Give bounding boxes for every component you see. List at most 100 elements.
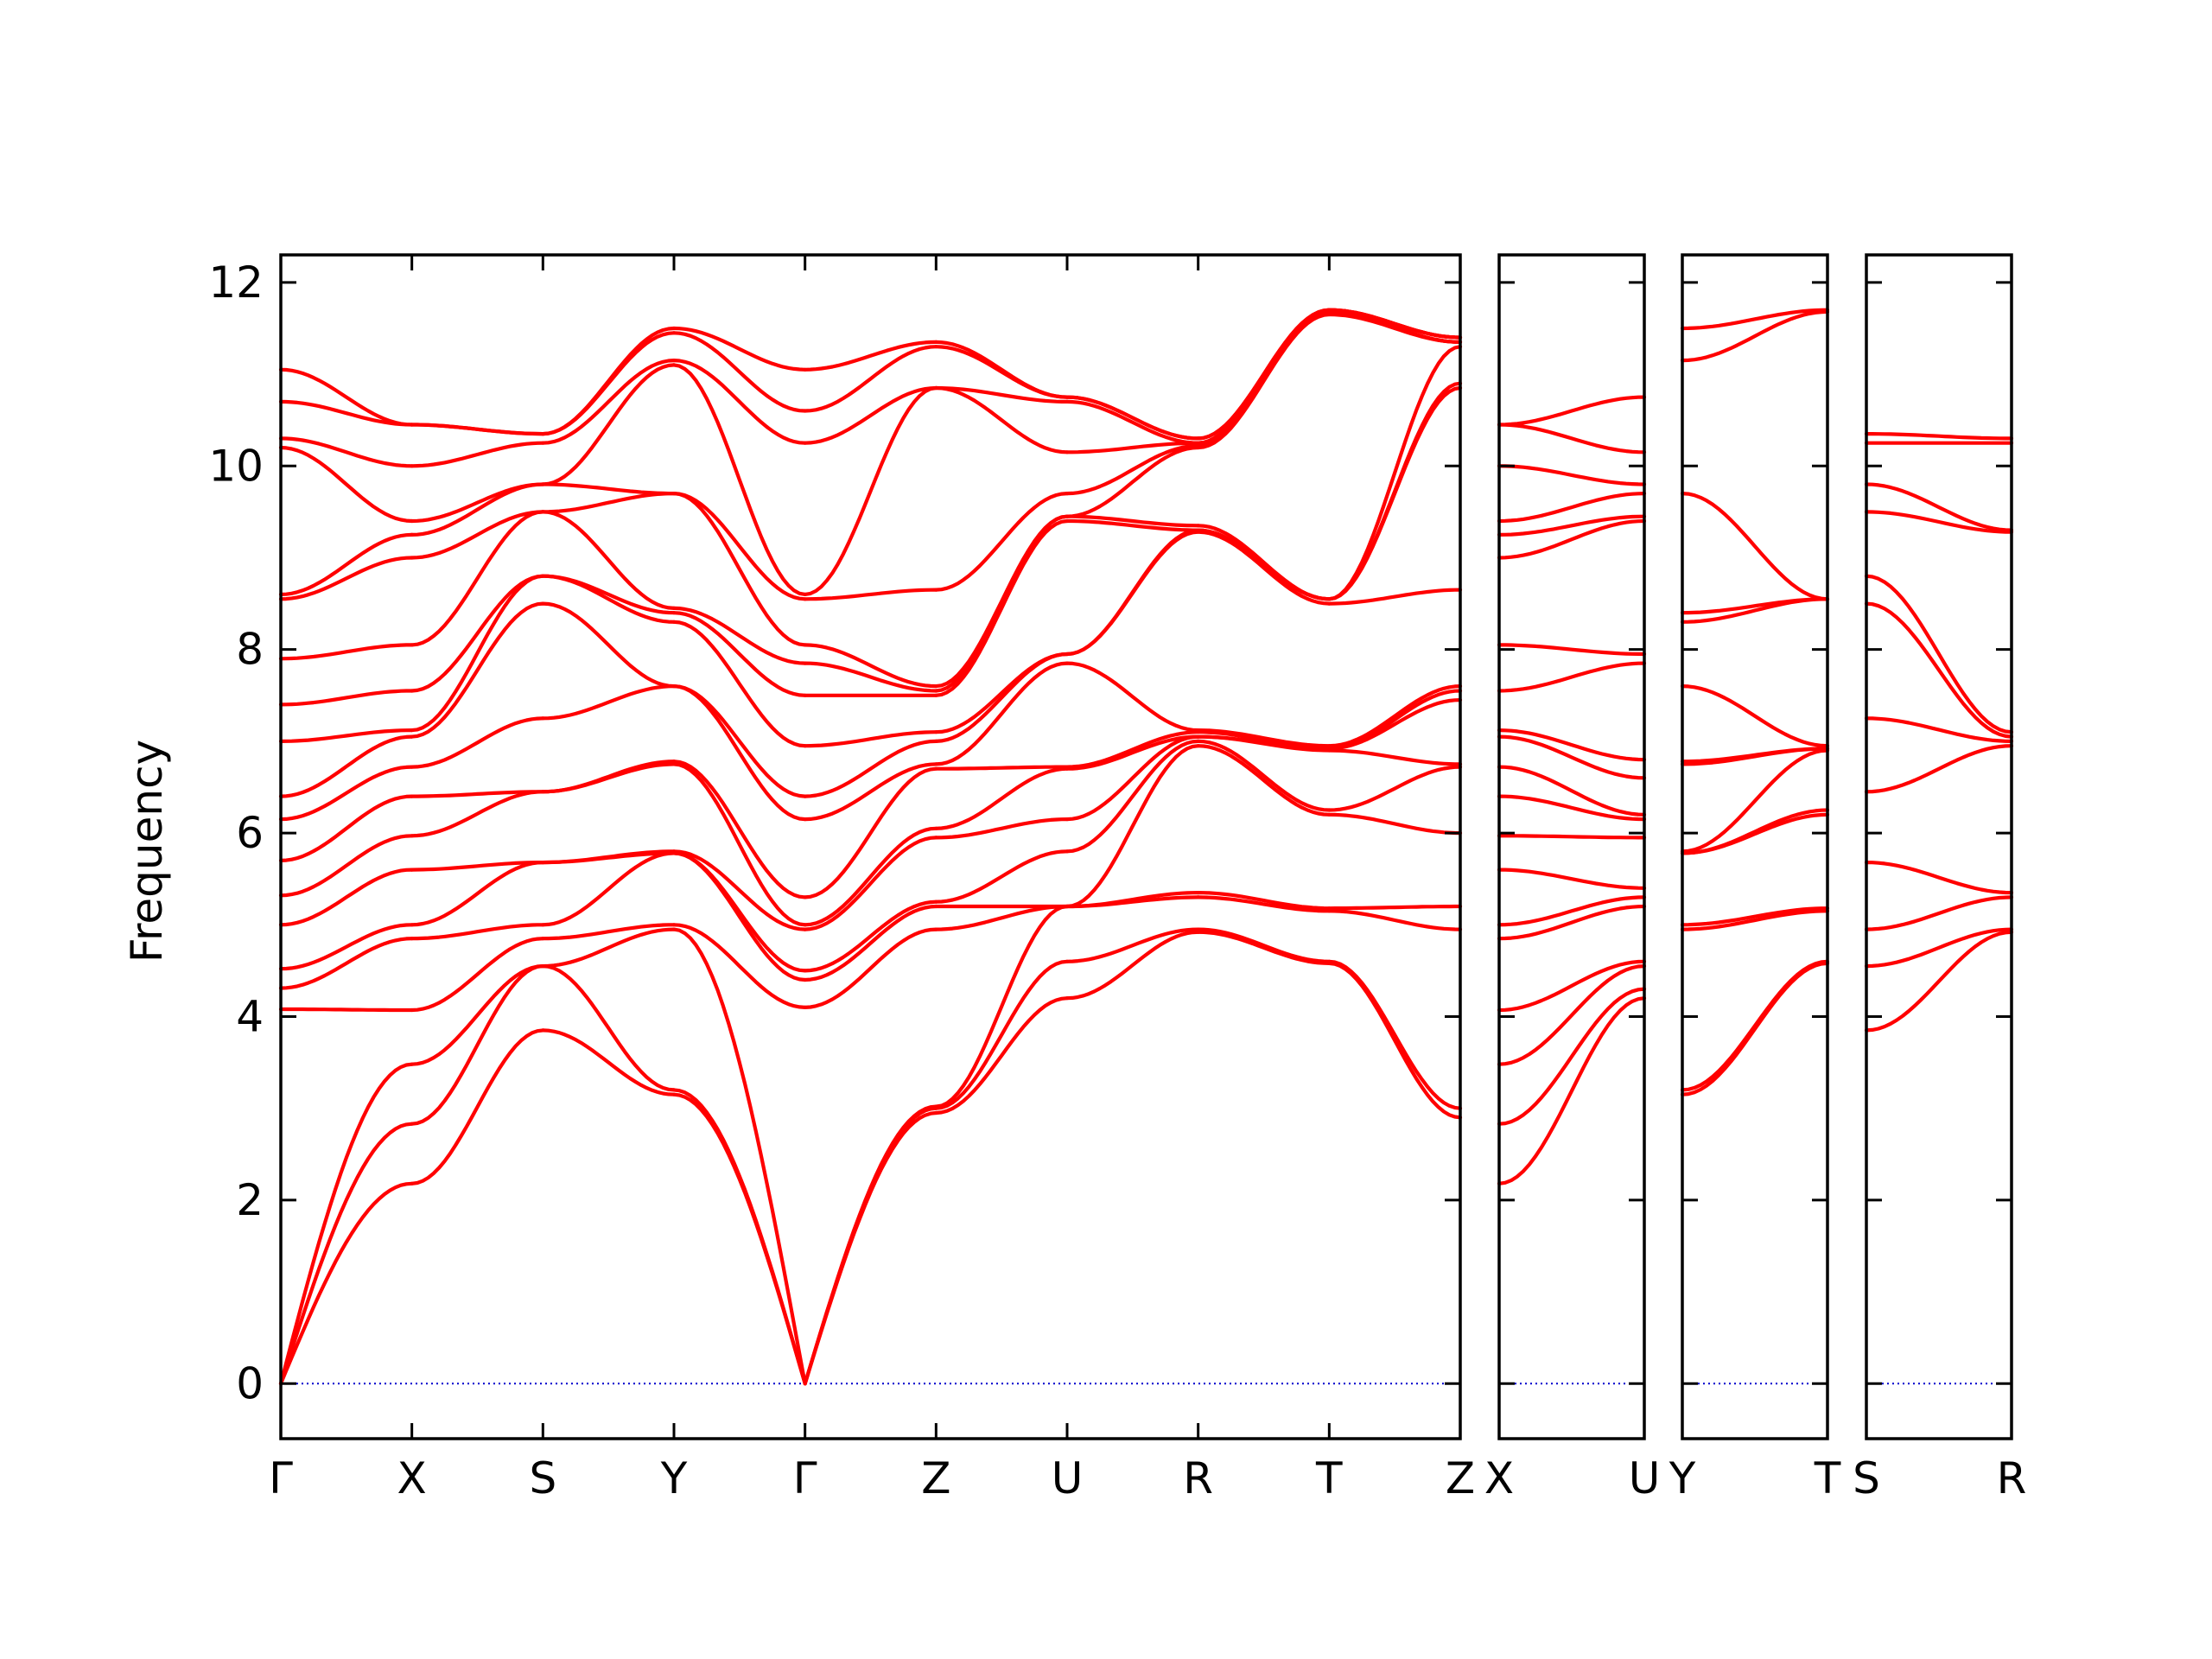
band-line [803, 899, 938, 973]
band-line [1864, 432, 2014, 441]
band-line [1065, 518, 1200, 532]
band-line [1680, 748, 1830, 854]
band-line [410, 601, 545, 739]
x-tick-label: R [1183, 1453, 1213, 1503]
x-tick-label: S [529, 1453, 556, 1503]
band-line [803, 1106, 938, 1386]
band-line [671, 363, 807, 596]
band-line [1864, 895, 2014, 931]
band-line [671, 606, 807, 665]
y-axis-label: Frequency [122, 740, 172, 963]
band-line [1196, 730, 1332, 751]
y-tick-label: 8 [236, 625, 264, 675]
band-line [541, 492, 677, 514]
x-tick-label: Γ [269, 1453, 293, 1503]
band-line [934, 765, 1070, 771]
band-line [671, 611, 807, 697]
band-line [934, 849, 1070, 904]
band-line [1864, 510, 2014, 534]
band-line [541, 574, 677, 624]
band-line [1864, 744, 2014, 794]
panel-frame [1681, 253, 1829, 1440]
band-line [934, 661, 1070, 766]
band-line [803, 904, 938, 982]
band-line [803, 385, 938, 596]
band-line [1680, 747, 1830, 764]
band-line [278, 868, 414, 927]
band-line [1196, 927, 1332, 963]
y-tick-label: 0 [236, 1358, 264, 1408]
band-line [1065, 395, 1200, 441]
band-line [410, 423, 545, 436]
band-line [1864, 482, 2014, 532]
band-line [934, 514, 1070, 689]
band-line [410, 510, 545, 560]
band-line [541, 482, 677, 496]
band-line [1327, 345, 1463, 601]
band-line [671, 1088, 807, 1386]
band-line [1327, 684, 1463, 748]
band-line [278, 834, 414, 898]
x-tick-label: U [1052, 1453, 1084, 1503]
band-line [1065, 927, 1200, 963]
band-line [278, 689, 414, 707]
band-line [1680, 909, 1830, 931]
band-line [803, 836, 938, 931]
band-line [1497, 959, 1647, 1013]
band-line [541, 851, 677, 927]
band-line [803, 730, 938, 748]
band-line [1327, 588, 1463, 606]
band-line [541, 760, 677, 794]
band-line [410, 574, 545, 733]
band-line [1065, 930, 1200, 1001]
band-line [803, 762, 938, 822]
band-line [541, 574, 677, 615]
band-line [803, 826, 938, 927]
band-line [541, 927, 677, 969]
band-line [410, 574, 545, 693]
band-line [671, 851, 807, 973]
band-line [541, 1028, 677, 1096]
x-tick-label: Y [660, 1453, 688, 1503]
band-line [1680, 808, 1830, 855]
band-line [671, 684, 807, 798]
band-line [1196, 744, 1332, 817]
band-line [803, 766, 938, 899]
band-line [1497, 395, 1647, 427]
y-tick-label: 6 [236, 808, 264, 858]
band-line [278, 728, 414, 743]
band-line [671, 326, 807, 372]
band-line [1196, 530, 1332, 606]
band-line [410, 937, 545, 1013]
band-line [934, 518, 1070, 697]
band-line [541, 359, 677, 445]
band-line [410, 1028, 545, 1185]
band-line [278, 734, 414, 798]
band-line [1497, 643, 1647, 657]
band-line [541, 363, 677, 486]
band-line [1196, 524, 1332, 601]
band-line [1497, 464, 1647, 486]
x-tick-label: T [1814, 1453, 1841, 1503]
band-line [1327, 748, 1463, 766]
band-line [803, 927, 938, 1009]
band-line [1065, 734, 1200, 771]
y-tick-label: 12 [208, 257, 264, 308]
band-line [934, 492, 1070, 592]
band-line [278, 643, 414, 661]
band-line [671, 762, 807, 927]
band-line [671, 927, 807, 1386]
band-line [934, 904, 1070, 1109]
band-line [1327, 909, 1463, 931]
band-line [278, 399, 414, 427]
band-line [803, 643, 938, 689]
band-line [671, 492, 807, 601]
band-line [1327, 381, 1463, 601]
x-tick-label: Γ [793, 1453, 817, 1503]
band-line [1065, 445, 1200, 518]
band-line [1327, 961, 1463, 1120]
band-line [1327, 308, 1463, 340]
